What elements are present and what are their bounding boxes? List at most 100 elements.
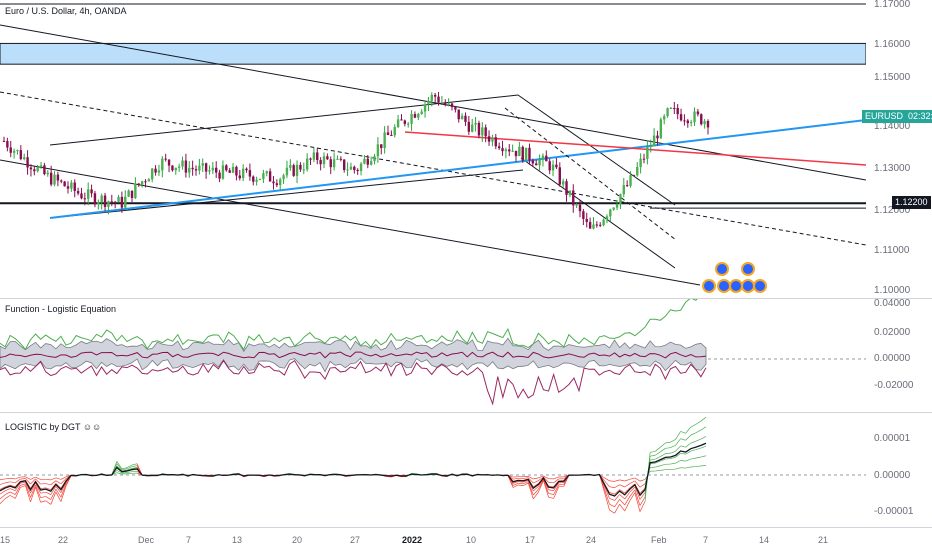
candle-body: [238, 175, 241, 179]
trend-line: [0, 91, 866, 246]
ribbon-line: [0, 486, 6, 490]
time-axis[interactable]: 15 22 Dec 7 13 20 27 2022 10 17 24 Feb 7…: [0, 528, 866, 550]
candle-body: [255, 179, 258, 182]
logistic-dgt-pane[interactable]: LOGISTIC by DGT ☺☺ 0.00001 0.00000 -0.00…: [0, 413, 932, 526]
ribbon-line: [629, 480, 636, 484]
candle-body: [541, 155, 545, 160]
ribbon-line: [690, 440, 696, 444]
ribbon-line: [512, 481, 519, 484]
pane-separator[interactable]: [0, 412, 932, 413]
ribbon-line: [512, 477, 519, 480]
ribbon-line: [538, 480, 544, 493]
candle-body: [107, 201, 110, 207]
ribbon-line: [523, 480, 529, 483]
ribbon-line: [131, 463, 138, 466]
ribbon-line: [10, 488, 16, 491]
ribbon-line: [604, 480, 610, 487]
candle-body: [700, 114, 703, 125]
candle-body: [215, 167, 218, 173]
ribbon-line: [60, 476, 67, 480]
candle-body: [706, 120, 710, 128]
economic-event-icon[interactable]: [715, 262, 729, 276]
candle-body: [349, 166, 353, 170]
candle-body: [56, 174, 60, 181]
candle-body: [636, 166, 639, 176]
ribbon-line: [700, 465, 707, 467]
ribbon-line: [695, 465, 701, 467]
candle-body: [629, 175, 632, 186]
candle-body: [376, 144, 380, 157]
candle-body: [353, 166, 356, 171]
pane-separator[interactable]: [0, 298, 932, 299]
ribbon-line: [538, 475, 544, 479]
indicator-scale[interactable]: 0.04000 0.02000 0.00000 -0.02000: [866, 299, 932, 412]
candle-body: [592, 224, 595, 229]
candle-body: [497, 146, 501, 149]
ribbon-line: [614, 499, 620, 508]
ribbon-line: [650, 454, 656, 457]
logistic-equation-chart[interactable]: [0, 299, 866, 412]
candle-body: [343, 159, 346, 170]
candle-body: [16, 150, 19, 152]
ribbon-line: [4, 488, 11, 492]
ribbon-line: [634, 492, 641, 512]
ribbon-line: [45, 483, 51, 486]
ribbon-line: [685, 434, 692, 441]
price-chart[interactable]: [0, 0, 866, 298]
ribbon-line: [4, 484, 11, 488]
economic-event-icon[interactable]: [753, 279, 767, 293]
ribbon-line: [624, 496, 631, 506]
candle-body: [73, 182, 76, 191]
economic-event-icon[interactable]: [741, 262, 755, 276]
ribbon-line: [614, 494, 620, 501]
candle-body: [198, 165, 201, 171]
candle-body: [356, 170, 359, 172]
candle-body: [602, 219, 605, 226]
ribbon-line: [650, 458, 656, 461]
ribbon-line: [548, 489, 554, 491]
ribbon-line: [695, 420, 702, 425]
ribbon-line: [548, 496, 554, 499]
candle-body: [140, 181, 144, 185]
candle-body: [157, 170, 161, 173]
price-pane[interactable]: Euro / U.S. Dollar, 4h, OANDA 1.17000 1.…: [0, 0, 932, 298]
logistic-equation-pane[interactable]: Function - Logistic Equation 0.04000 0.0…: [0, 299, 932, 412]
candle-body: [228, 170, 231, 173]
candle-body: [46, 172, 49, 175]
logistic-dgt-chart[interactable]: [0, 413, 866, 526]
price-scale[interactable]: 1.17000 1.16000 1.15000 1.14000 1.13000 …: [866, 0, 932, 298]
candle-body: [90, 189, 93, 194]
candle-body: [194, 169, 198, 171]
ribbon-line: [55, 486, 62, 493]
ribbon-line: [604, 477, 610, 482]
ribbon-line: [614, 479, 620, 482]
candle-body: [460, 115, 464, 120]
ribbon-line: [10, 478, 16, 480]
ribbon-line: [45, 496, 51, 500]
symbol-countdown: 02:32:33: [908, 111, 932, 121]
indicator-scale[interactable]: 0.00001 0.00000 -0.00001: [866, 413, 932, 526]
candle-body: [548, 161, 551, 171]
candle-body: [440, 102, 444, 104]
chart-title: Euro / U.S. Dollar, 4h, OANDA: [5, 6, 127, 16]
candle-body: [346, 169, 349, 171]
candle-body: [605, 216, 609, 220]
candle-body: [487, 136, 491, 142]
price-tick: 1.11000: [874, 245, 910, 256]
candle-body: [390, 135, 393, 137]
ribbon-line: [35, 487, 41, 503]
candle-body: [676, 108, 679, 115]
candle-body: [400, 119, 403, 121]
candle-body: [295, 164, 299, 176]
ribbon-line: [624, 500, 631, 512]
ribbon-line: [10, 481, 16, 484]
candle-body: [167, 159, 171, 166]
time-label: 17: [525, 535, 536, 545]
indicator-tick: 0.00000: [874, 353, 911, 364]
candle-body: [231, 166, 235, 173]
candle-body: [137, 183, 140, 185]
economic-event-icon[interactable]: [702, 279, 716, 293]
candle-body: [147, 179, 151, 182]
ribbon-line: [25, 483, 31, 498]
candle-body: [258, 178, 262, 180]
